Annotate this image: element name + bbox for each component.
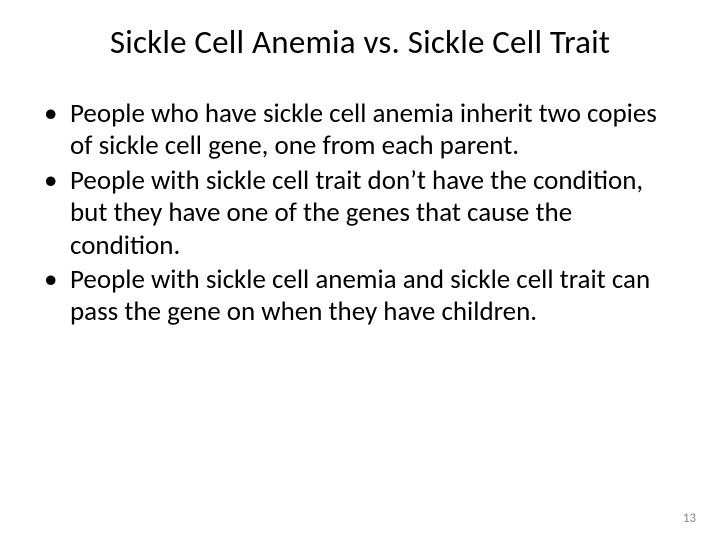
slide-title: Sickle Cell Anemia vs. Sickle Cell Trait	[40, 22, 680, 62]
bullet-item: People with sickle cell anemia and sickl…	[66, 264, 680, 329]
bullet-item: People with sickle cell trait don’t have…	[66, 165, 680, 262]
bullet-list: People who have sickle cell anemia inher…	[40, 98, 680, 329]
slide-container: Sickle Cell Anemia vs. Sickle Cell Trait…	[0, 0, 720, 540]
bullet-item: People who have sickle cell anemia inher…	[66, 98, 680, 163]
page-number: 13	[683, 511, 696, 526]
